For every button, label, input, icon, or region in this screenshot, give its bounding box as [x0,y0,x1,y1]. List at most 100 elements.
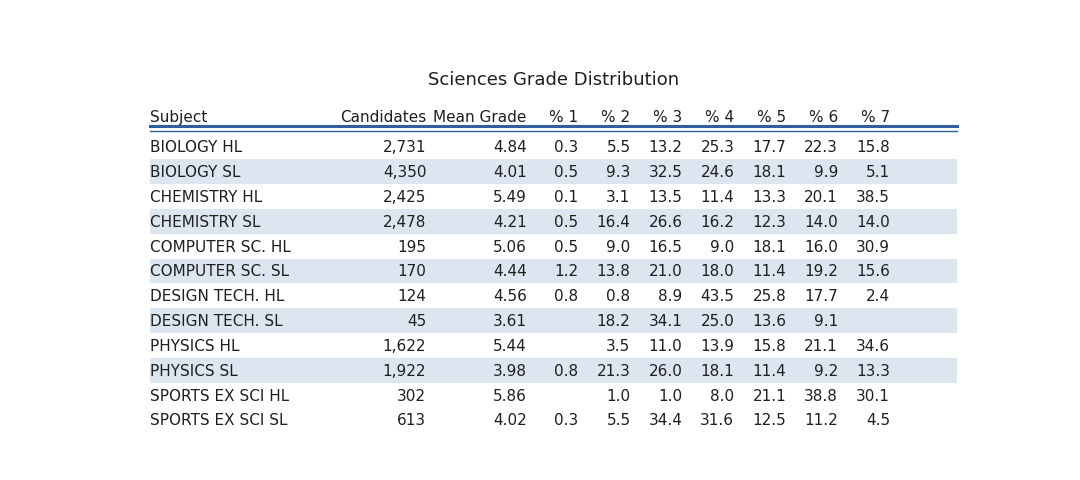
Text: 21.3: 21.3 [596,363,631,378]
Text: 18.2: 18.2 [597,313,631,328]
Text: 11.2: 11.2 [805,412,838,428]
Text: 13.5: 13.5 [648,190,683,204]
Text: BIOLOGY SL: BIOLOGY SL [150,165,241,180]
Text: 5.1: 5.1 [866,165,890,180]
Text: 11.0: 11.0 [649,338,683,353]
Text: % 7: % 7 [861,110,890,125]
Text: 43.5: 43.5 [701,288,734,304]
Text: % 4: % 4 [705,110,734,125]
Text: PHYSICS HL: PHYSICS HL [150,338,240,353]
Text: % 6: % 6 [809,110,838,125]
Text: 5.5: 5.5 [606,140,631,155]
Text: 1,622: 1,622 [382,338,427,353]
Text: 16.5: 16.5 [648,239,683,254]
Text: 5.5: 5.5 [606,412,631,428]
Text: 34.6: 34.6 [856,338,890,353]
Text: 0.8: 0.8 [554,363,579,378]
Text: 4,350: 4,350 [382,165,427,180]
Text: 4.02: 4.02 [492,412,527,428]
FancyBboxPatch shape [150,209,957,234]
Text: 9.0: 9.0 [710,239,734,254]
Text: 12.5: 12.5 [753,412,786,428]
Text: 38.8: 38.8 [805,388,838,403]
Text: 11.4: 11.4 [701,190,734,204]
Text: 5.44: 5.44 [492,338,527,353]
Text: 15.8: 15.8 [753,338,786,353]
Text: 30.9: 30.9 [856,239,890,254]
Text: 17.7: 17.7 [753,140,786,155]
Text: DESIGN TECH. HL: DESIGN TECH. HL [150,288,284,304]
Text: 4.5: 4.5 [866,412,890,428]
Text: 21.1: 21.1 [805,338,838,353]
FancyBboxPatch shape [150,160,957,185]
Text: Sciences Grade Distribution: Sciences Grade Distribution [428,71,679,88]
Text: 26.0: 26.0 [648,363,683,378]
Text: 45: 45 [407,313,427,328]
Text: COMPUTER SC. SL: COMPUTER SC. SL [150,264,289,279]
Text: PHYSICS SL: PHYSICS SL [150,363,238,378]
Text: 4.21: 4.21 [492,215,527,229]
Text: 13.6: 13.6 [752,313,786,328]
Text: 18.0: 18.0 [701,264,734,279]
Text: 16.4: 16.4 [596,215,631,229]
Text: 0.5: 0.5 [554,239,579,254]
Text: 4.01: 4.01 [492,165,527,180]
Text: SPORTS EX SCI HL: SPORTS EX SCI HL [150,388,289,403]
Text: 15.6: 15.6 [856,264,890,279]
Text: 31.6: 31.6 [700,412,734,428]
Text: 25.0: 25.0 [701,313,734,328]
Text: 26.6: 26.6 [648,215,683,229]
Text: 9.3: 9.3 [606,165,631,180]
Text: Candidates: Candidates [340,110,427,125]
Text: Subject: Subject [150,110,207,125]
Text: 5.49: 5.49 [492,190,527,204]
Text: 21.0: 21.0 [649,264,683,279]
Text: 5.86: 5.86 [492,388,527,403]
Text: 13.2: 13.2 [648,140,683,155]
Text: 13.8: 13.8 [596,264,631,279]
Text: % 5: % 5 [757,110,786,125]
Text: 9.9: 9.9 [813,165,838,180]
Text: 1.0: 1.0 [606,388,631,403]
Text: 124: 124 [397,288,427,304]
Text: 2,478: 2,478 [383,215,427,229]
FancyBboxPatch shape [150,358,957,383]
Text: CHEMISTRY HL: CHEMISTRY HL [150,190,262,204]
Text: 1.2: 1.2 [554,264,579,279]
Text: % 1: % 1 [550,110,579,125]
Text: 195: 195 [397,239,427,254]
Text: CHEMISTRY SL: CHEMISTRY SL [150,215,260,229]
Text: 613: 613 [397,412,427,428]
Text: Mean Grade: Mean Grade [433,110,527,125]
Text: 38.5: 38.5 [856,190,890,204]
Text: 3.98: 3.98 [492,363,527,378]
Text: 8.9: 8.9 [658,288,683,304]
Text: 19.2: 19.2 [805,264,838,279]
Text: 30.1: 30.1 [856,388,890,403]
Text: 34.1: 34.1 [648,313,683,328]
Text: 0.1: 0.1 [554,190,579,204]
Text: 16.2: 16.2 [701,215,734,229]
Text: 4.56: 4.56 [492,288,527,304]
Text: 13.3: 13.3 [752,190,786,204]
Text: 2,425: 2,425 [383,190,427,204]
Text: 3.1: 3.1 [606,190,631,204]
Text: 24.6: 24.6 [701,165,734,180]
Text: 8.0: 8.0 [711,388,734,403]
Text: 9.1: 9.1 [814,313,838,328]
Text: % 2: % 2 [602,110,631,125]
Text: 17.7: 17.7 [805,288,838,304]
Text: 9.0: 9.0 [606,239,631,254]
Text: 2,731: 2,731 [382,140,427,155]
Text: 0.8: 0.8 [554,288,579,304]
Text: 13.9: 13.9 [700,338,734,353]
Text: 4.84: 4.84 [492,140,527,155]
Text: 9.2: 9.2 [814,363,838,378]
Text: 302: 302 [397,388,427,403]
Text: 16.0: 16.0 [805,239,838,254]
Text: 1,922: 1,922 [382,363,427,378]
Text: 0.8: 0.8 [606,288,631,304]
Text: COMPUTER SC. HL: COMPUTER SC. HL [150,239,291,254]
Text: SPORTS EX SCI SL: SPORTS EX SCI SL [150,412,287,428]
Text: 14.0: 14.0 [856,215,890,229]
